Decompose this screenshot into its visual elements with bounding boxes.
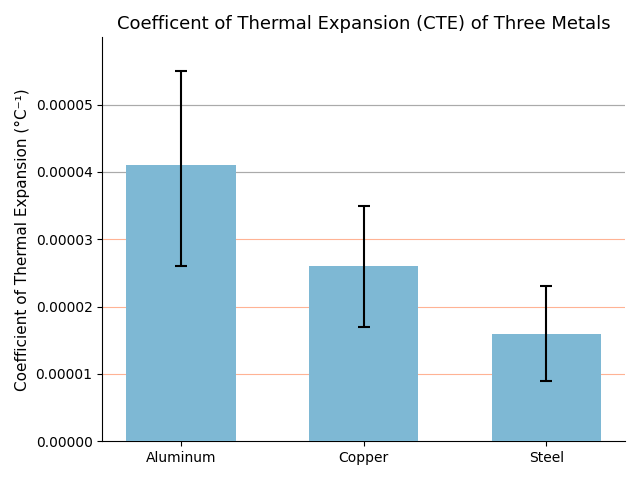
Bar bbox=[309, 266, 419, 441]
Bar bbox=[126, 165, 236, 441]
Y-axis label: Coefficient of Thermal Expansion (°C⁻¹): Coefficient of Thermal Expansion (°C⁻¹) bbox=[15, 88, 30, 391]
Title: Coefficent of Thermal Expansion (CTE) of Three Metals: Coefficent of Thermal Expansion (CTE) of… bbox=[117, 15, 611, 33]
Bar bbox=[492, 334, 601, 441]
